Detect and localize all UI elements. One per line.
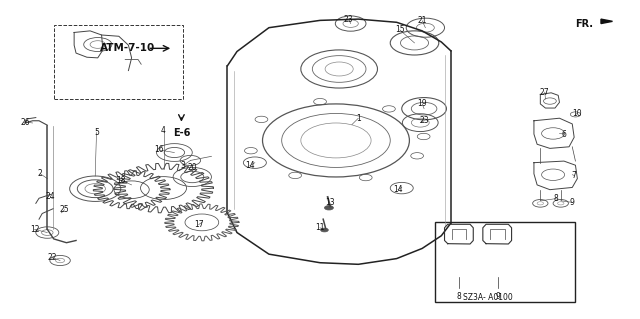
Text: E-6: E-6 bbox=[173, 129, 190, 138]
Text: 10: 10 bbox=[573, 109, 582, 118]
Text: SZ3A- A0100: SZ3A- A0100 bbox=[463, 293, 513, 302]
Text: 17: 17 bbox=[194, 220, 204, 229]
Text: FR.: FR. bbox=[575, 19, 593, 29]
Text: 13: 13 bbox=[324, 198, 334, 207]
Text: 12: 12 bbox=[30, 225, 39, 234]
Circle shape bbox=[324, 205, 333, 210]
Text: 4: 4 bbox=[161, 126, 166, 135]
Text: 18: 18 bbox=[116, 176, 125, 185]
Text: 15: 15 bbox=[395, 26, 404, 34]
Text: 21: 21 bbox=[417, 16, 427, 25]
Text: ATM-7-10: ATM-7-10 bbox=[99, 43, 155, 53]
Text: 27: 27 bbox=[540, 88, 550, 97]
Bar bbox=[435, 222, 575, 302]
Text: 24: 24 bbox=[45, 192, 55, 202]
Text: 16: 16 bbox=[154, 145, 164, 154]
Text: 7: 7 bbox=[572, 171, 577, 180]
Polygon shape bbox=[601, 19, 612, 24]
Text: 9: 9 bbox=[570, 198, 575, 207]
Text: 9: 9 bbox=[495, 292, 500, 300]
Text: 20: 20 bbox=[188, 163, 197, 172]
Text: 8: 8 bbox=[457, 292, 461, 300]
Bar bbox=[54, 26, 182, 99]
Text: 22: 22 bbox=[47, 253, 56, 262]
Text: 23: 23 bbox=[344, 15, 353, 24]
Text: 26: 26 bbox=[20, 117, 30, 127]
Text: 25: 25 bbox=[60, 205, 69, 214]
Text: 14: 14 bbox=[393, 185, 403, 194]
Text: 8: 8 bbox=[554, 194, 559, 203]
Text: 2: 2 bbox=[38, 169, 43, 178]
Text: 11: 11 bbox=[316, 223, 324, 232]
Text: 6: 6 bbox=[561, 130, 566, 138]
Circle shape bbox=[321, 228, 328, 232]
Text: 14: 14 bbox=[245, 161, 255, 170]
Text: 3: 3 bbox=[180, 161, 185, 170]
Text: 1: 1 bbox=[356, 114, 361, 123]
Text: 19: 19 bbox=[417, 100, 427, 108]
Text: 5: 5 bbox=[94, 128, 99, 137]
Text: 23: 23 bbox=[419, 116, 429, 125]
